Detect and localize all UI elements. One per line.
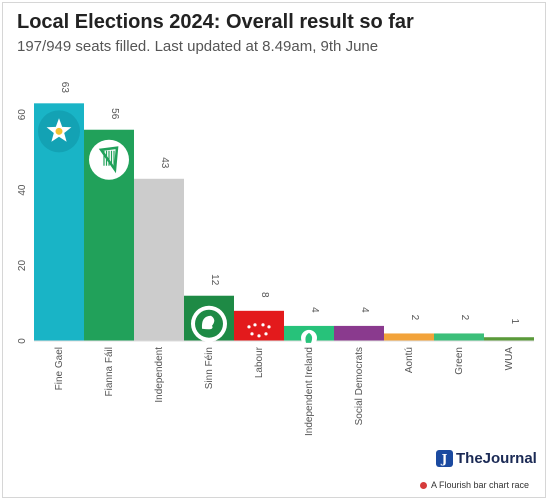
- fine-gael-star-logo: [38, 110, 80, 153]
- x-tick-label: Fine Gael: [54, 347, 65, 390]
- chart-subtitle: 197/949 seats filled. Last updated at 8.…: [17, 38, 379, 55]
- bar-value-label: 12: [209, 274, 220, 286]
- bar-value-label: 63: [59, 82, 70, 94]
- x-axis-labels: Fine Gael Fianna Fáil Independent Sinn Féin…: [54, 346, 515, 436]
- bar-value-label: 4: [359, 307, 370, 313]
- party-logos: [38, 110, 317, 346]
- bar-value-label: 1: [509, 318, 520, 324]
- chart-title: Local Elections 2024: Overall result so …: [17, 11, 414, 33]
- journal-logo-icon: J: [436, 450, 453, 467]
- bar-value-label: 2: [459, 315, 470, 321]
- bars: [34, 103, 534, 342]
- x-tick-label: Aontú: [404, 347, 415, 373]
- x-tick-label: Labour: [254, 346, 265, 378]
- flourish-logo-icon: [420, 481, 427, 489]
- bar-value-label: 2: [409, 315, 420, 321]
- bar: [334, 325, 384, 341]
- x-tick-label: Independent Ireland: [304, 347, 315, 436]
- bar: [434, 333, 484, 341]
- bar: [384, 333, 434, 341]
- x-tick-label: Green: [454, 347, 465, 375]
- x-tick-label: WUA: [504, 347, 515, 371]
- x-tick-label: Sinn Féin: [204, 347, 215, 389]
- x-tick-label: Social Democrats: [354, 347, 365, 425]
- value-labels: 63 56 43 12 8 4 4 2 2 1: [59, 82, 520, 325]
- chart-frame: [2, 2, 546, 498]
- y-tick-label: 40: [17, 184, 28, 196]
- flourish-credit[interactable]: A Flourish bar chart race: [420, 480, 529, 490]
- bar: [484, 337, 534, 341]
- y-axis: 0 20 40 60: [17, 109, 28, 344]
- bar-value-label: 43: [159, 157, 170, 169]
- bar-value-label: 8: [259, 292, 270, 298]
- bar-value-label: 4: [309, 307, 320, 313]
- x-tick-label: Fianna Fáil: [104, 347, 115, 396]
- fianna-fail-harp-logo: [89, 139, 129, 180]
- y-tick-label: 60: [17, 109, 28, 121]
- flourish-credit-text: A Flourish bar chart race: [431, 480, 530, 490]
- y-tick-label: 0: [17, 338, 28, 344]
- bar-value-label: 56: [109, 108, 120, 120]
- labour-rose-logo: [247, 323, 271, 338]
- sinn-fein-logo: [191, 305, 227, 342]
- y-tick-label: 20: [17, 260, 28, 272]
- bar: [134, 178, 184, 341]
- independent-ireland-logo: [301, 329, 317, 346]
- x-tick-label: Independent: [154, 347, 165, 403]
- thejournal-brand[interactable]: J TheJournal: [436, 450, 537, 467]
- brand-name: TheJournal: [456, 450, 537, 467]
